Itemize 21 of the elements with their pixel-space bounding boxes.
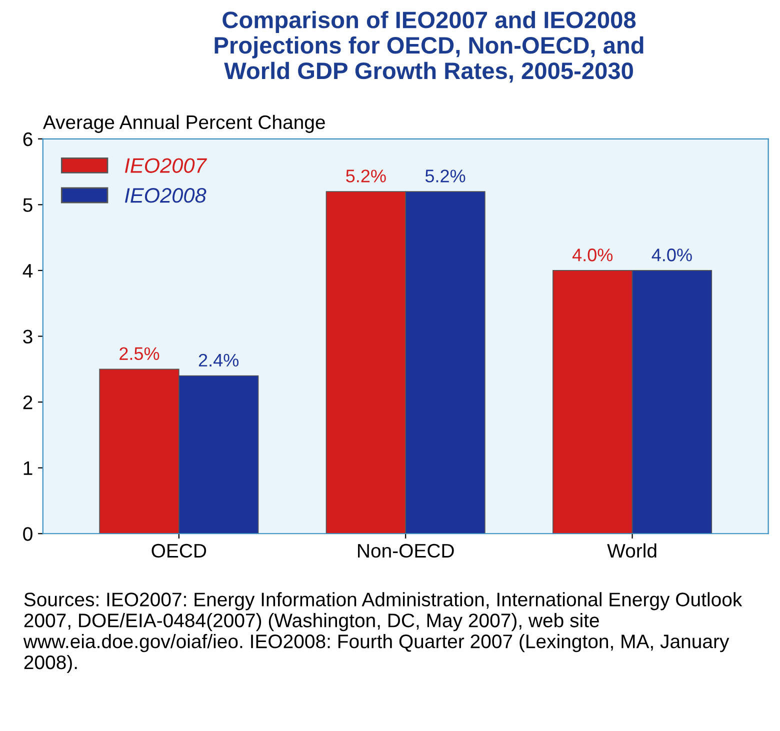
source-note: Sources: IEO2007: Energy Information Administration, International Energy Outlook 2007, DOE/EIA-0484(2007) (Washington, DC, May 2007), web site www.eia.doe.gov/oiaf/ieo. IEO2008: Fourth Quarter 2007 (Lexington, MA, January 2008). — [23, 592, 742, 674]
y-tick-label: 5 — [23, 198, 32, 212]
y-tick-label: 3 — [23, 330, 32, 344]
data-label: 5.2% — [425, 170, 466, 182]
x-tick-label: Non-OECD — [358, 544, 454, 558]
data-label: 2.5% — [120, 347, 160, 360]
y-tick-label: 0 — [23, 527, 32, 541]
y-tick-label: 1 — [24, 462, 32, 475]
y-axis-title: Average Annual Percent Change — [42, 114, 325, 133]
legend-label: IEO2008 — [124, 188, 206, 203]
data-label: 4.0% — [652, 248, 692, 262]
data-label: 2.4% — [198, 354, 239, 367]
x-tick-label: World — [607, 543, 656, 558]
data-label: 4.0% — [572, 248, 613, 262]
x-tick-label: OECD — [152, 544, 206, 558]
data-label: 5.2% — [346, 170, 386, 182]
y-tick-label: 4 — [22, 264, 33, 278]
chart-title: Comparison of IEO2007 and IEO2008 Projections for OECD, Non-OECD, and World GDP Growth Rates, 2005-2030 — [214, 10, 644, 83]
legend-label: IEO2007 — [124, 158, 208, 173]
y-tick-label: 6 — [23, 132, 32, 146]
y-tick-label: 2 — [23, 396, 32, 410]
